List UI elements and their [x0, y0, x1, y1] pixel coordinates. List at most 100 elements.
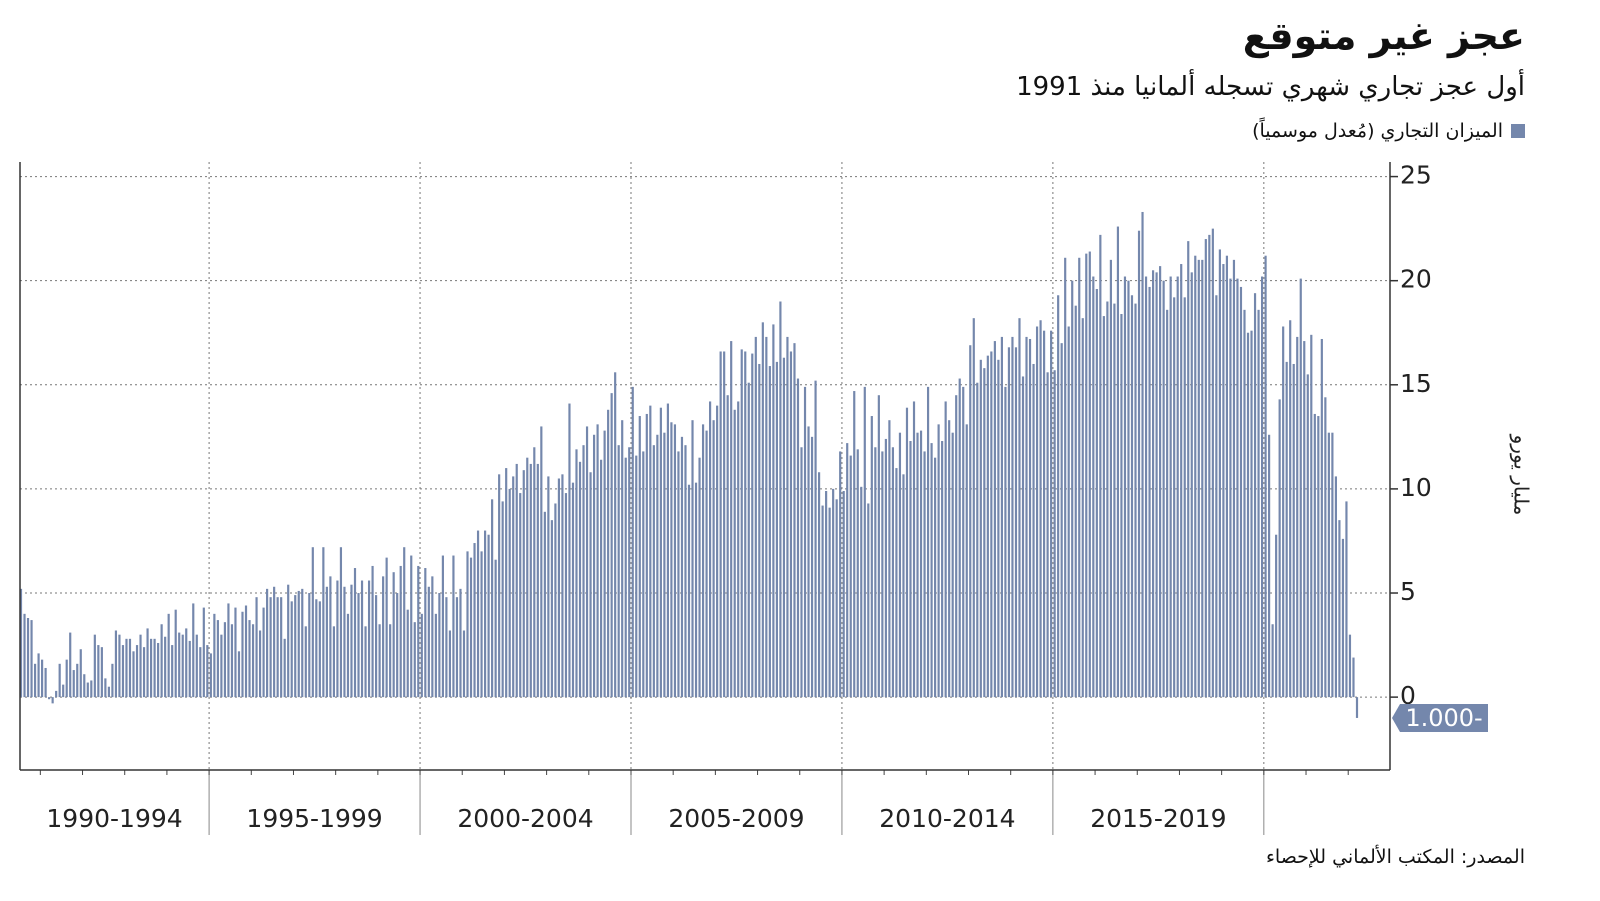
- bar: [269, 597, 272, 698]
- bar: [48, 697, 51, 700]
- bar: [1007, 347, 1011, 698]
- bar: [473, 543, 476, 698]
- bar: [378, 624, 381, 698]
- bar: [610, 393, 613, 698]
- bar: [1331, 432, 1334, 698]
- bar: [149, 638, 153, 698]
- bar: [705, 430, 708, 698]
- bar: [983, 368, 986, 698]
- bar: [1028, 338, 1032, 698]
- bar: [1345, 501, 1348, 698]
- bar: [1197, 259, 1200, 698]
- bar: [863, 386, 866, 698]
- bar: [1327, 432, 1330, 698]
- bar: [487, 534, 490, 698]
- bar: [807, 426, 810, 698]
- bar: [483, 530, 487, 698]
- bar: [498, 474, 501, 698]
- bar: [491, 499, 494, 698]
- bar: [853, 391, 856, 698]
- bar: [898, 432, 902, 698]
- legend: الميزان التجاري (مُعدل موسمياً): [1252, 120, 1525, 142]
- bar: [135, 645, 139, 698]
- bar: [1201, 259, 1204, 698]
- bar: [709, 401, 712, 698]
- bar: [733, 409, 736, 698]
- bar: [1043, 330, 1046, 698]
- bar: [888, 420, 891, 698]
- bar: [1215, 295, 1218, 698]
- bar: [617, 445, 620, 698]
- x-band-label: 2010-2014: [879, 804, 1015, 833]
- bar: [322, 547, 325, 698]
- bar: [986, 355, 989, 698]
- bar: [58, 663, 61, 698]
- bar: [90, 680, 93, 698]
- y-tick-label: 20: [1400, 265, 1432, 294]
- bar: [1173, 297, 1176, 698]
- bar: [1275, 534, 1278, 698]
- bar: [441, 555, 444, 698]
- bar: [1053, 370, 1056, 698]
- bar: [1317, 416, 1320, 698]
- bar: [1211, 228, 1214, 698]
- bar: [41, 659, 44, 698]
- bar: [192, 603, 195, 698]
- bar: [902, 474, 905, 698]
- bar: [716, 405, 719, 698]
- bar: [916, 432, 919, 698]
- bar: [726, 395, 729, 698]
- bar: [948, 420, 951, 698]
- bar: [1166, 309, 1169, 698]
- y-tick-label: 10: [1400, 473, 1432, 502]
- bar: [747, 382, 750, 698]
- bar: [424, 568, 427, 698]
- x-band-label: 1990-1994: [46, 804, 182, 833]
- bar: [951, 432, 954, 698]
- bar: [1246, 332, 1250, 698]
- bar: [1303, 341, 1306, 698]
- bar: [976, 382, 979, 698]
- bar: [663, 432, 666, 698]
- bar: [1137, 230, 1141, 698]
- bar: [153, 638, 156, 698]
- bar: [600, 459, 603, 698]
- bar: [308, 593, 311, 698]
- bar: [965, 424, 968, 698]
- bar: [37, 653, 40, 698]
- bar: [251, 624, 255, 698]
- bar: [758, 363, 761, 698]
- bar: [290, 601, 293, 698]
- bar: [353, 568, 357, 698]
- bar: [1162, 280, 1165, 698]
- bar: [1014, 347, 1018, 698]
- bar: [1289, 320, 1292, 698]
- bar: [547, 476, 550, 698]
- bar: [480, 551, 483, 698]
- bar: [1194, 255, 1197, 698]
- bar: [607, 409, 610, 698]
- bar: [346, 613, 350, 698]
- bar: [280, 597, 283, 698]
- bar: [227, 603, 230, 698]
- bar: [206, 645, 209, 698]
- bar: [79, 649, 82, 698]
- bar: [1268, 434, 1271, 698]
- bar: [128, 638, 132, 698]
- bar: [779, 301, 782, 698]
- bar: [1257, 309, 1260, 698]
- bar: [1148, 286, 1151, 698]
- bar: [628, 447, 631, 698]
- bar: [1348, 634, 1352, 698]
- bar: [234, 607, 237, 698]
- bar: [244, 605, 248, 698]
- bar: [730, 341, 733, 698]
- bar: [181, 634, 184, 698]
- bar: [533, 447, 536, 698]
- bar: [494, 559, 497, 698]
- bar: [438, 593, 441, 698]
- bar: [97, 645, 100, 698]
- bar: [670, 422, 673, 698]
- bar: [793, 343, 796, 698]
- y-tick-label: 5: [1400, 577, 1416, 606]
